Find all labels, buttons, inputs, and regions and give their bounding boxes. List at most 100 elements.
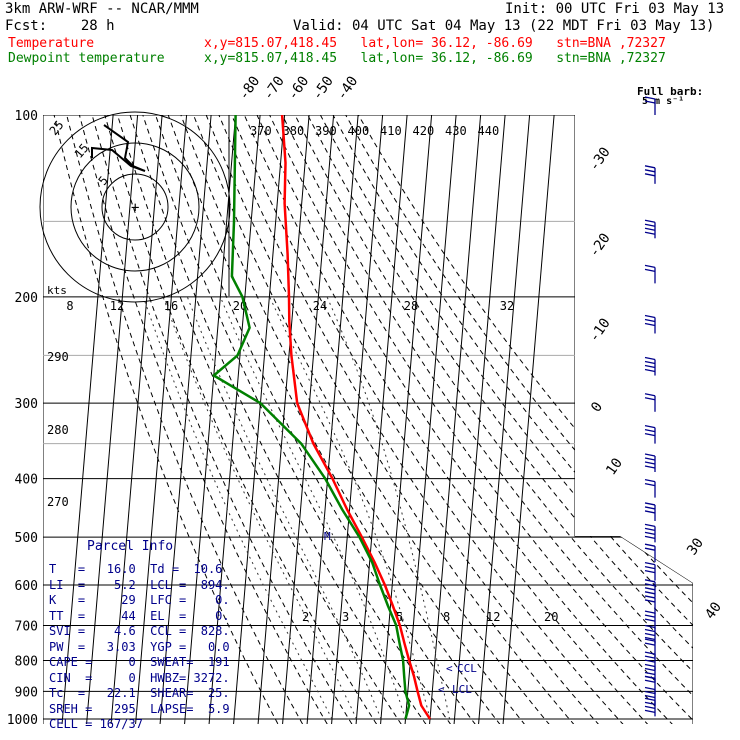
forecast-hour: Fcst: 28 h: [5, 18, 115, 34]
pressure-label: 300: [15, 397, 38, 412]
parcel-info-row: K = 29 LFC = 0.: [49, 593, 230, 607]
lcl-arrow: <: [438, 683, 445, 696]
hodograph-center: +: [131, 200, 139, 216]
wind-barb-flag: [644, 523, 656, 528]
wind-barb-flag: [644, 697, 656, 702]
isotherm-line: [109, 115, 168, 724]
wind-barb-flag: [644, 531, 656, 536]
wind-barb-flag: [644, 690, 656, 695]
dry-adiabat-line: [293, 115, 693, 724]
dry-adiabat-line: [330, 115, 693, 724]
wind-barb-flag: [644, 173, 656, 177]
hodograph-axis-label: 32: [500, 299, 514, 313]
wind-barb-flag: [644, 453, 656, 457]
temperature-line: [280, 115, 432, 720]
wind-barb-flag: [644, 591, 656, 595]
mixing-ratio-label: 20: [544, 610, 558, 624]
wind-barb-flag: [644, 465, 656, 469]
isotherm-line: [330, 115, 389, 724]
isotherm-line: [403, 115, 462, 724]
wind-barb-flag: [644, 595, 656, 599]
isotherm-line: [85, 115, 144, 724]
wind-barb-flag: [644, 569, 656, 574]
wind-barb-flag: [644, 264, 656, 269]
wind-barb: [644, 356, 656, 376]
wind-barb: [644, 543, 656, 563]
isotherm-label: -80: [236, 73, 264, 103]
wind-barb-flag: [644, 610, 656, 614]
isotherm-line: [452, 115, 511, 724]
theta-label: 280: [47, 423, 69, 437]
wind-barb: [644, 314, 656, 334]
hodograph-trace: [91, 124, 146, 172]
wind-barb: [644, 264, 656, 284]
wind-barb-flag: [644, 543, 656, 547]
wind-barb-flag: [644, 667, 656, 672]
isotherm-line: [305, 115, 364, 724]
wind-barb-flag: [644, 314, 656, 319]
isotherm-line: [134, 115, 193, 724]
theta-e-label: 440: [478, 124, 500, 138]
parcel-info-box: Parcel Info T = 16.0 Td = 10.6 LI = 5.2 L…: [43, 536, 230, 731]
theta-e-label: 430: [445, 124, 467, 138]
wind-barb-flag: [644, 318, 656, 323]
wind-barb-flag: [644, 223, 656, 227]
wind-barb: [644, 697, 656, 717]
wind-barb: [644, 502, 656, 521]
wind-barb-flag: [644, 659, 656, 663]
moist-adiabat-line: [142, 296, 333, 720]
wind-barb-flag: [644, 628, 656, 633]
isotherm-label: 0: [588, 399, 606, 415]
dry-adiabat-line: [244, 115, 680, 724]
wind-barb-flag: [644, 428, 656, 433]
theta-e-label: 400: [348, 124, 370, 138]
ccl-label: CCL: [457, 662, 477, 675]
hodograph-axis-label: 16: [164, 299, 178, 313]
dry-adiabat-line: [268, 115, 693, 724]
wind-barb-flag: [644, 368, 656, 373]
wind-barb-flag: [644, 599, 656, 603]
isotherm-line: [379, 115, 438, 724]
dry-adiabat-line: [219, 115, 631, 724]
temperature-location-info: x,y=815.07,418.45 lat,lon= 36.12, -86.69…: [204, 36, 666, 51]
isotherm-label: -20: [586, 230, 614, 260]
model-title: 3km ARW-WRF -- NCAR/MMM: [5, 1, 199, 17]
wind-barb-flag: [644, 510, 656, 514]
dry-adiabat-line: [71, 115, 333, 724]
wind-barb-flag: [644, 705, 656, 710]
pressure-label: 800: [15, 654, 38, 669]
dry-adiabat-line: [158, 115, 507, 724]
parcel-info-title: Parcel Info: [87, 539, 174, 554]
dry-adiabat-line: [96, 115, 382, 724]
wind-barb-flag: [644, 624, 656, 629]
isotherm-label: -10: [586, 315, 614, 345]
dewpoint-legend: Dewpoint temperature: [8, 51, 165, 66]
dry-adiabat-line: [84, 115, 358, 724]
init-time: Init: 00 UTC Fri 03 May 13: [505, 1, 725, 17]
dry-adiabat-line: [256, 115, 693, 724]
parcel-info-row: TT = 44 EL = 0.: [49, 608, 230, 623]
mixing-ratio-label: 8: [443, 610, 450, 624]
wind-barb-flag: [644, 565, 656, 570]
wind-barb-flag: [644, 535, 656, 540]
hodograph-axis-label: 28: [404, 299, 418, 313]
wind-barb-flag: [644, 169, 656, 173]
wind-barb-flag: [644, 432, 656, 437]
wind-barb-flag: [644, 632, 656, 637]
wind-barb-flag: [644, 547, 656, 551]
mixing-ratio-label: 2: [302, 610, 309, 624]
hodograph-ring: [70, 142, 200, 272]
wind-barb-flag: [644, 587, 656, 591]
theta-label: 290: [47, 350, 69, 364]
isotherm-line: [428, 115, 487, 724]
plot-frame: [43, 115, 693, 724]
dry-adiabat-line: [59, 115, 308, 724]
wind-barb: [644, 561, 656, 581]
pressure-label: 100: [15, 109, 38, 124]
isotherm-label: 10: [603, 455, 626, 478]
hodograph-axis-label: 24: [313, 299, 327, 313]
wind-barb-flag: [644, 679, 656, 683]
mixing-ratio-label: 12: [486, 610, 500, 624]
wind-barb-flag: [644, 231, 656, 235]
dry-adiabat-line: [170, 115, 531, 724]
